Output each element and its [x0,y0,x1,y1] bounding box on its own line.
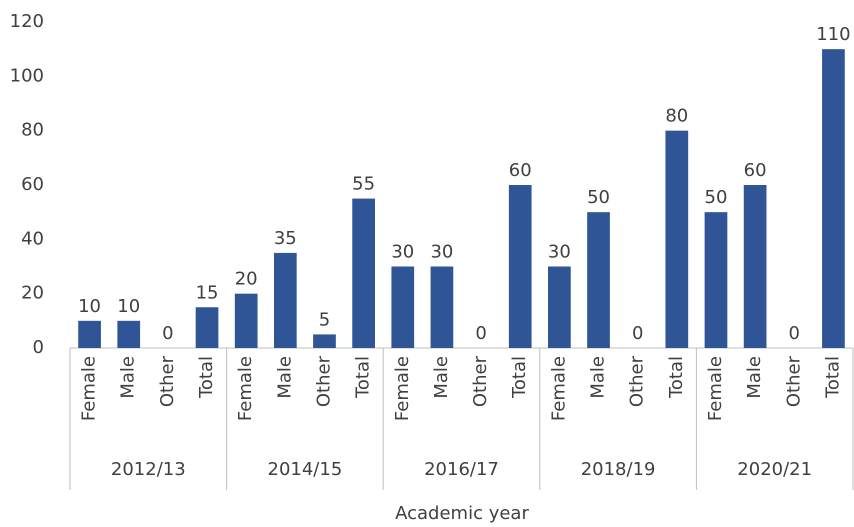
data-label: 0 [162,323,173,344]
bar [352,198,375,348]
data-label: 0 [789,323,800,344]
bar [665,130,689,348]
bar [548,266,571,348]
x-tick-label: Male [431,356,452,399]
data-label: 110 [816,24,850,45]
x-tick-label: Total [353,356,374,399]
bar [78,320,101,348]
data-label: 60 [744,160,767,181]
group-label: 2012/13 [111,459,186,480]
bar [117,320,141,348]
y-tick-label: 120 [10,11,44,32]
y-tick-label: 40 [21,228,44,249]
x-tick-label: Total [822,356,843,399]
bar [313,334,336,348]
bar [508,185,532,348]
y-tick-label: 80 [21,120,44,141]
data-label: 5 [319,309,330,330]
bar [743,185,767,348]
x-tick-label: Male [744,356,765,399]
data-label: 55 [352,174,375,195]
bar [704,212,728,348]
x-tick-label: Total [509,356,530,399]
bar [273,252,297,348]
data-label: 10 [117,296,140,317]
data-label: 50 [705,187,728,208]
y-tick-label: 100 [10,65,44,86]
data-label: 35 [274,228,297,249]
y-tick-label: 0 [33,337,44,358]
data-label: 30 [548,242,571,263]
y-tick-label: 60 [21,174,44,195]
x-tick-label: Female [235,356,256,421]
x-tick-label: Male [118,356,139,399]
group-label: 2016/17 [424,459,499,480]
group-label: 2014/15 [268,459,343,480]
data-label: 20 [235,269,258,290]
data-label: 15 [196,282,219,303]
data-label: 30 [430,242,453,263]
bar [234,293,258,348]
x-tick-label: Other [157,355,178,407]
x-tick-label: Total [196,356,217,399]
x-tick-label: Other [627,355,648,407]
data-label: 30 [391,242,414,263]
data-label: 0 [475,323,486,344]
x-tick-label: Male [588,356,609,399]
group-label: 2020/21 [737,459,812,480]
group-label: 2018/19 [581,459,656,480]
x-tick-label: Other [470,355,491,407]
x-axis-title: Academic year [395,503,529,524]
x-tick-label: Male [274,356,295,399]
x-tick-label: Other [313,355,334,407]
x-tick-label: Other [783,355,804,407]
data-label: 10 [78,296,101,317]
bar [822,49,845,349]
x-tick-label: Total [666,356,687,399]
x-tick-label: Female [392,356,413,421]
y-tick-label: 20 [21,283,44,304]
data-label: 50 [587,187,610,208]
bar [430,266,454,348]
bar [391,266,415,348]
data-label: 80 [665,106,688,127]
data-label: 60 [509,160,532,181]
bar [587,212,610,348]
bar [195,307,219,348]
data-label: 0 [632,323,643,344]
x-tick-label: Female [79,356,100,421]
x-tick-label: Female [705,356,726,421]
x-tick-label: Female [548,356,569,421]
